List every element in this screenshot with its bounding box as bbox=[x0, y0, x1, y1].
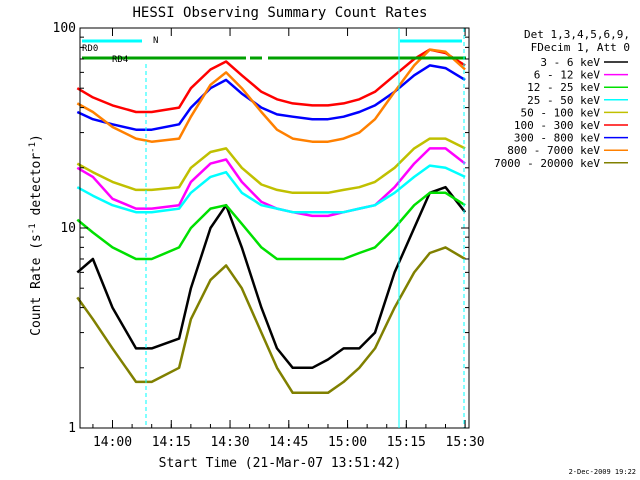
x-tick-label: 15:00 bbox=[328, 435, 367, 450]
legend-label-100-300-kev: 100 - 300 keV bbox=[514, 119, 600, 132]
y-axis-label-main: Count Rate (s bbox=[29, 234, 44, 336]
y-axis-label-unit: detector bbox=[29, 153, 44, 224]
legend-label-800-7000-kev: 800 - 7000 keV bbox=[507, 144, 600, 157]
observing-flags: RD0 N RD4 bbox=[82, 28, 466, 428]
legend-label-300-800-kev: 300 - 800 keV bbox=[514, 132, 600, 145]
legend-label-25-50-kev: 25 - 50 keV bbox=[527, 94, 600, 107]
series-line-7000-20000-kev bbox=[76, 246, 466, 395]
x-axis-label: Start Time (21-Mar-07 13:51:42) bbox=[159, 456, 402, 471]
series-layer bbox=[76, 48, 467, 395]
series-line-50-100-kev bbox=[76, 137, 466, 195]
y-tick-label: 10 bbox=[60, 221, 76, 236]
chart-title: HESSI Observing Summary Count Rates bbox=[132, 5, 427, 21]
legend-label-12-25-kev: 12 - 25 keV bbox=[527, 81, 600, 94]
legend-label-7000-20000-kev: 7000 - 20000 keV bbox=[494, 157, 600, 170]
series-line-800-7000-kev bbox=[76, 48, 466, 143]
x-tick-label: 14:45 bbox=[269, 435, 308, 450]
flag-label-n: N bbox=[153, 36, 158, 46]
flag-label-rd0: RD0 bbox=[82, 44, 98, 54]
series-line-100-300-kev bbox=[76, 48, 466, 114]
legend-header-line-1: Det 1,3,4,5,6,9, bbox=[524, 28, 630, 41]
generation-timestamp: 2-Dec-2009 19:22 bbox=[569, 468, 636, 476]
legend-label-50-100-kev: 50 - 100 keV bbox=[521, 106, 601, 119]
legend-label-6-12-kev: 6 - 12 keV bbox=[534, 69, 601, 82]
x-tick-label: 14:15 bbox=[152, 435, 191, 450]
x-tick-label: 15:15 bbox=[387, 435, 426, 450]
y-axis-label-exp: -1 bbox=[28, 223, 38, 234]
axes: 14:00 14:15 14:30 14:45 15:00 15:15 15:30 1 10 10… bbox=[53, 21, 485, 450]
y-tick-label: 1 bbox=[68, 421, 76, 436]
y-axis-label: Count Rate (s-1 detector-1) bbox=[28, 134, 44, 336]
series-line-12-25-kev bbox=[76, 191, 466, 261]
y-axis-label-close: ) bbox=[29, 134, 44, 142]
x-tick-label: 14:00 bbox=[93, 435, 132, 450]
y-axis-label-exp2: -1 bbox=[28, 142, 38, 153]
series-line-3-6-kev bbox=[76, 185, 467, 370]
x-tick-label: 15:30 bbox=[446, 435, 485, 450]
plot-frame bbox=[79, 27, 470, 429]
legend: Det 1,3,4,5,6,9, FDecim 1, Att 0 3 - 6 k… bbox=[494, 28, 630, 170]
legend-label-3-6-kev: 3 - 6 keV bbox=[540, 56, 600, 69]
x-tick-label: 14:30 bbox=[210, 435, 249, 450]
y-tick-label: 100 bbox=[53, 21, 76, 36]
flag-label-rd4: RD4 bbox=[112, 55, 128, 65]
legend-header-line-2: FDecim 1, Att 0 bbox=[531, 41, 630, 54]
